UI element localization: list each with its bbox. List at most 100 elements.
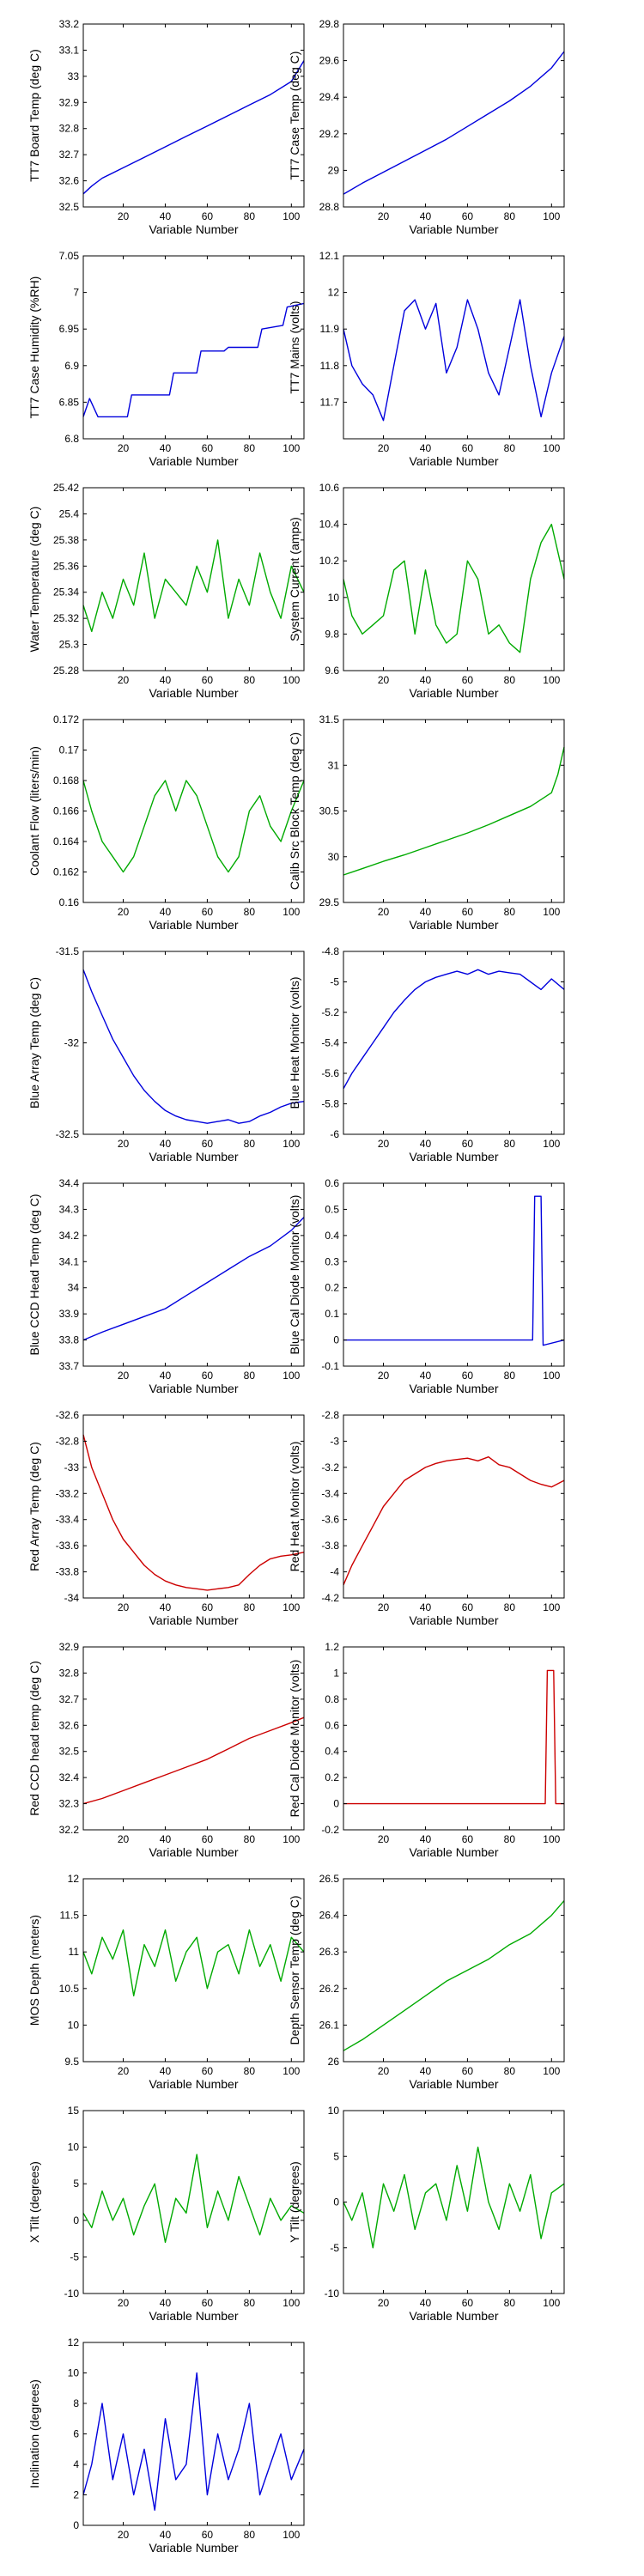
x-tick-label: 100 <box>283 1370 300 1382</box>
x-axis-label: Variable Number <box>409 222 498 236</box>
y-tick-label: 26.3 <box>319 1946 340 1958</box>
y-tick-label: -6 <box>330 1128 339 1140</box>
x-axis-label: Variable Number <box>409 686 498 700</box>
x-tick-label: 100 <box>283 2297 300 2309</box>
chart-panel: 20 40 60 80 100 -4.2 -4 -3.8 -3.6 -3.4 -3.2 -3 -2.8 V… <box>288 1409 565 1627</box>
y-tick-label: -32.6 <box>56 1409 80 1421</box>
x-tick-label: 80 <box>504 674 516 686</box>
y-tick-label: 32.5 <box>59 201 80 213</box>
y-tick-label: 29.2 <box>319 128 340 140</box>
x-axis-label: Variable Number <box>149 1150 238 1163</box>
y-tick-label: -3.8 <box>321 1540 339 1552</box>
y-tick-label: 6.9 <box>64 360 79 372</box>
y-tick-label: -5 <box>330 2242 339 2254</box>
x-tick-label: 60 <box>202 1138 214 1150</box>
x-axis-label: Variable Number <box>409 918 498 932</box>
x-tick-label: 20 <box>118 2529 130 2541</box>
y-tick-label: -10 <box>325 2287 340 2300</box>
x-tick-label: 60 <box>462 1370 474 1382</box>
y-tick-label: 25.4 <box>59 507 80 519</box>
series-line <box>82 1217 305 1341</box>
x-tick-label: 100 <box>543 1138 560 1150</box>
x-tick-label: 40 <box>160 1833 172 1845</box>
plot-frame <box>343 1414 565 1599</box>
y-tick-label: 6.8 <box>64 433 79 445</box>
x-tick-label: 20 <box>378 2297 390 2309</box>
x-tick-label: 60 <box>202 906 214 918</box>
x-tick-label: 40 <box>420 2065 432 2077</box>
y-tick-label: 10.4 <box>319 519 340 531</box>
x-tick-label: 40 <box>160 1370 172 1382</box>
chart-panel: 20 40 60 80 100 -6 -5.8 -5.6 -5.4 -5.2 -5 -4.8 Varia… <box>288 945 565 1163</box>
plot-frame <box>343 2110 565 2294</box>
x-axis-label: Variable Number <box>409 2077 498 2091</box>
y-tick-label: 29.6 <box>319 55 340 67</box>
y-tick-label: -32.8 <box>56 1435 80 1447</box>
x-tick-label: 80 <box>244 2065 256 2077</box>
y-tick-label: 26.4 <box>319 1910 340 1922</box>
chart-panel: 20 40 60 80 100 29.5 30 30.5 31 31.5 Variable Numb… <box>288 714 565 932</box>
y-tick-label: 12 <box>68 1873 80 1885</box>
y-tick-label: 0.168 <box>53 775 79 787</box>
x-tick-label: 80 <box>244 1833 256 1845</box>
y-tick-label: -3.4 <box>321 1487 339 1499</box>
y-tick-label: 0 <box>333 2196 339 2208</box>
y-tick-label: 11.7 <box>320 396 340 408</box>
y-tick-label: 29 <box>328 164 340 176</box>
y-tick-label: -5.2 <box>321 1006 339 1018</box>
y-tick-label: 0.162 <box>53 866 79 878</box>
x-axis-label: Variable Number <box>149 686 238 700</box>
chart-panel: 20 40 60 80 100 25.28 25.3 25.32 25.34 25.36 25.38… <box>27 482 305 700</box>
x-tick-label: 80 <box>504 1138 516 1150</box>
y-tick-label: 0 <box>73 2215 79 2227</box>
y-tick-label: 0.1 <box>325 1308 339 1320</box>
x-tick-label: 20 <box>378 1601 390 1613</box>
x-tick-label: 60 <box>202 674 214 686</box>
chart-panel: 20 40 60 80 100 9.6 9.8 10 10.2 10.4 10.6 Variable … <box>288 482 565 700</box>
chart-panel: 20 40 60 80 100 -0.1 0 0.1 0.2 0.3 0.4 0.5 0.6 Variab… <box>288 1177 565 1395</box>
x-tick-label: 100 <box>543 442 560 454</box>
y-tick-label: 25.28 <box>53 665 79 677</box>
plot-frame <box>82 951 305 1135</box>
y-tick-label: 0 <box>73 2519 79 2531</box>
x-tick-label: 80 <box>504 1601 516 1613</box>
y-tick-label: -10 <box>64 2287 80 2300</box>
x-tick-label: 80 <box>504 210 516 222</box>
y-tick-label: 32.4 <box>59 1771 80 1783</box>
x-tick-label: 80 <box>244 1370 256 1382</box>
plot-frame <box>343 1878 565 2063</box>
plot-frame <box>82 1646 305 1831</box>
x-tick-label: 40 <box>420 1138 432 1150</box>
y-tick-label: -4.8 <box>321 945 339 957</box>
chart-panel: 20 40 60 80 100 32.5 32.6 32.7 32.8 32.9 33 33.1 33.… <box>27 18 305 236</box>
plot-frame <box>343 23 565 208</box>
y-tick-label: 26 <box>328 2056 340 2068</box>
series-line <box>343 2146 565 2249</box>
y-tick-label: 0.166 <box>53 805 79 817</box>
chart-panel: 20 40 60 80 100 9.5 10 10.5 11 11.5 12 Variable Num… <box>27 1873 305 2091</box>
series-line <box>343 1195 565 1346</box>
y-tick-label: -0.2 <box>321 1824 339 1836</box>
y-tick-label: 11.9 <box>320 323 340 335</box>
y-tick-label: 34.2 <box>59 1230 80 1242</box>
y-tick-label: 0.2 <box>325 1282 339 1294</box>
series-line <box>82 539 305 633</box>
x-tick-label: 80 <box>244 906 256 918</box>
y-tick-label: 32.9 <box>59 1641 80 1653</box>
y-tick-label: 0.6 <box>325 1719 339 1731</box>
y-tick-label: 10.6 <box>319 482 340 494</box>
series-line <box>343 1669 564 1805</box>
y-tick-label: 10 <box>68 2019 80 2031</box>
plot-frame <box>343 719 565 903</box>
x-axis-label: Variable Number <box>149 454 238 468</box>
y-tick-label: 29.5 <box>319 896 340 908</box>
y-tick-label: 34.4 <box>59 1177 80 1189</box>
y-tick-label: 15 <box>68 2105 80 2117</box>
y-tick-label: -0.1 <box>321 1360 339 1372</box>
series-line <box>82 969 305 1124</box>
plot-frame <box>82 719 305 903</box>
y-axis-label: TT7 Case Humidity (%RH) <box>27 276 41 419</box>
x-axis-label: Variable Number <box>409 2309 498 2323</box>
series-line <box>343 969 565 1090</box>
